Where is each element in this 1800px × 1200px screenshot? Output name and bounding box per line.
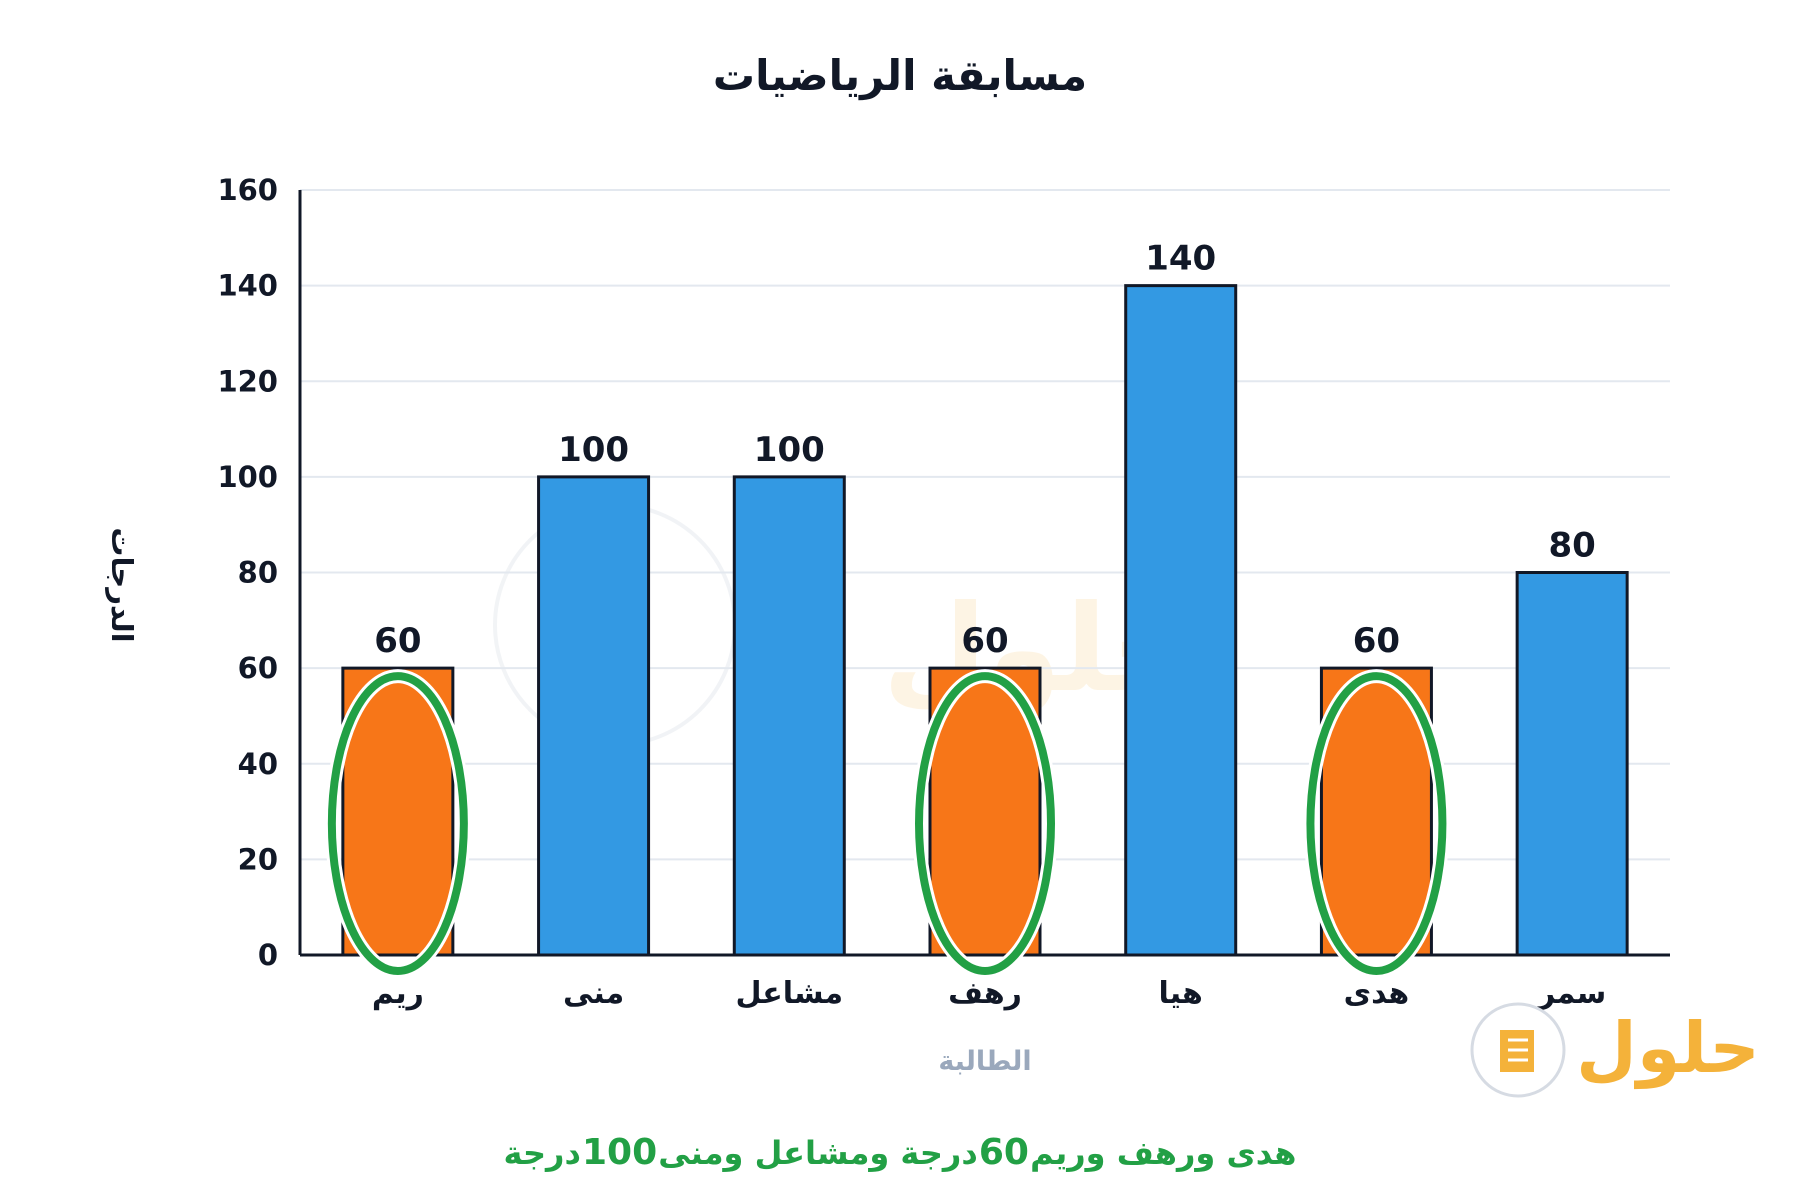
value-label-2: 100 (558, 430, 629, 470)
y-tick-label-120: 120 (217, 364, 278, 398)
y-axis-title: الدرجات (105, 527, 139, 642)
category-labels: ريم منى مشاعل رهف هيا هدى سمر (372, 976, 1606, 1011)
category-label-6: هدى (1344, 976, 1410, 1011)
value-label-5: 140 (1145, 239, 1216, 279)
highlight-ellipse-1 (327, 672, 468, 975)
axes (298, 190, 1670, 957)
highlight-ellipse-4 (915, 672, 1055, 975)
bar-6 (1319, 666, 1433, 957)
value-label-7: 80 (1548, 526, 1595, 566)
y-axis-ticks: 0 20 40 60 80 100 120 140 160 (217, 173, 278, 972)
value-label-6: 60 (1353, 621, 1400, 661)
chart-title: مسابقة الرياضيات (713, 51, 1087, 101)
category-label-1: ريم (372, 976, 424, 1011)
category-label-5: هيا (1159, 976, 1203, 1011)
bar-3 (732, 475, 846, 957)
y-tick-label-80: 80 (238, 556, 278, 590)
logo-text: حلول (1576, 1007, 1760, 1089)
category-label-3: مشاعل (735, 976, 843, 1011)
caption-number-1: 60 (979, 1132, 1029, 1173)
value-label-4: 60 (961, 621, 1008, 661)
logo-book-lines-icon (1508, 1038, 1528, 1062)
bar-2 (537, 475, 651, 957)
y-tick-label-140: 140 (217, 269, 278, 303)
y-tick-label-0: 0 (258, 938, 278, 972)
category-label-2: منى (563, 976, 624, 1011)
caption-part-1: هدى ورهف وريم (1030, 1134, 1296, 1172)
y-tick-label-60: 60 (238, 651, 278, 685)
bar-7 (1515, 571, 1629, 957)
highlight-ellipse-6 (1306, 672, 1447, 975)
value-label-1: 60 (374, 621, 421, 661)
value-labels: 60 100 100 60 140 60 80 (374, 239, 1596, 662)
category-label-4: رهف (948, 976, 1022, 1011)
caption-part-2: درجة ومشاعل ومنى (658, 1134, 977, 1172)
caption-part-3: درجة (504, 1134, 581, 1172)
x-axis-title: الطالبة (938, 1046, 1031, 1077)
value-label-3: 100 (754, 430, 825, 470)
caption-number-2: 100 (582, 1132, 657, 1173)
y-tick-label-100: 100 (217, 460, 278, 494)
highlight-ellipses (324, 669, 1450, 978)
category-label-7: سمر (1536, 976, 1606, 1011)
corner-logo: حلول (1470, 1002, 1760, 1098)
y-tick-label-40: 40 (238, 747, 278, 781)
bar-5 (1124, 284, 1238, 957)
bars (341, 284, 1629, 957)
y-tick-label-160: 160 (217, 173, 278, 207)
caption: هدى ورهف وريم 60 درجة ومشاعل ومنى 100 در… (504, 1132, 1297, 1173)
y-tick-label-20: 20 (238, 842, 278, 876)
